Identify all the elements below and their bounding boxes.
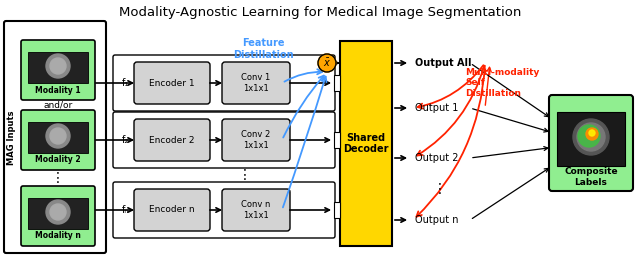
- Text: Encoder 2: Encoder 2: [149, 135, 195, 145]
- Text: Modality-Agnostic Learning for Medical Image Segmentation: Modality-Agnostic Learning for Medical I…: [119, 6, 521, 19]
- Bar: [334, 202, 340, 218]
- Circle shape: [46, 54, 70, 78]
- Text: Modality 2: Modality 2: [35, 155, 81, 165]
- Bar: [334, 132, 340, 148]
- Bar: [28, 198, 88, 229]
- Text: Conv n
1x1x1: Conv n 1x1x1: [241, 200, 271, 220]
- Bar: [28, 52, 88, 83]
- Text: Output 2: Output 2: [415, 153, 458, 163]
- FancyBboxPatch shape: [549, 95, 633, 191]
- Text: ⋮: ⋮: [238, 168, 252, 182]
- Circle shape: [577, 123, 605, 151]
- Circle shape: [46, 124, 70, 148]
- Bar: [28, 122, 88, 153]
- FancyBboxPatch shape: [134, 189, 210, 231]
- Circle shape: [50, 128, 66, 144]
- Text: $\bar{x}$: $\bar{x}$: [323, 56, 331, 68]
- Text: Modality 1: Modality 1: [35, 86, 81, 95]
- Text: Output 1: Output 1: [415, 103, 458, 113]
- FancyBboxPatch shape: [4, 21, 106, 253]
- Text: Composite
Labels: Composite Labels: [564, 167, 618, 187]
- Text: Conv 1
1x1x1: Conv 1 1x1x1: [241, 73, 271, 93]
- FancyBboxPatch shape: [21, 40, 95, 100]
- Bar: [340, 41, 392, 246]
- FancyBboxPatch shape: [134, 119, 210, 161]
- Text: fₙ: fₙ: [122, 205, 129, 215]
- Circle shape: [578, 125, 600, 147]
- Circle shape: [46, 200, 70, 224]
- Text: Output n: Output n: [415, 215, 458, 225]
- FancyBboxPatch shape: [21, 110, 95, 170]
- Bar: [334, 75, 340, 91]
- Text: Encoder n: Encoder n: [149, 205, 195, 215]
- Text: Encoder 1: Encoder 1: [149, 78, 195, 88]
- Text: Output All: Output All: [415, 58, 472, 68]
- Text: f₁: f₁: [122, 78, 129, 88]
- Circle shape: [318, 54, 336, 72]
- Bar: [557, 112, 625, 166]
- FancyBboxPatch shape: [21, 186, 95, 246]
- Text: f₂: f₂: [122, 135, 129, 145]
- Text: Modality n: Modality n: [35, 232, 81, 240]
- Text: ⋮: ⋮: [433, 182, 447, 196]
- Text: Feature
Distillation: Feature Distillation: [233, 38, 293, 59]
- Circle shape: [50, 58, 66, 74]
- FancyBboxPatch shape: [222, 62, 290, 104]
- Text: Conv 2
1x1x1: Conv 2 1x1x1: [241, 130, 271, 150]
- Circle shape: [573, 119, 609, 155]
- Text: Multi-modality
Self
Distillation: Multi-modality Self Distillation: [465, 68, 540, 98]
- Text: and/or: and/or: [44, 101, 72, 110]
- Text: ⋮: ⋮: [51, 171, 65, 185]
- FancyBboxPatch shape: [113, 55, 335, 111]
- Circle shape: [589, 130, 595, 136]
- Text: MAG Inputs: MAG Inputs: [8, 111, 17, 165]
- FancyBboxPatch shape: [222, 189, 290, 231]
- FancyBboxPatch shape: [113, 112, 335, 168]
- Text: Shared
Decoder: Shared Decoder: [343, 133, 388, 154]
- Circle shape: [50, 204, 66, 220]
- FancyBboxPatch shape: [113, 182, 335, 238]
- Circle shape: [586, 128, 598, 140]
- FancyBboxPatch shape: [222, 119, 290, 161]
- FancyBboxPatch shape: [134, 62, 210, 104]
